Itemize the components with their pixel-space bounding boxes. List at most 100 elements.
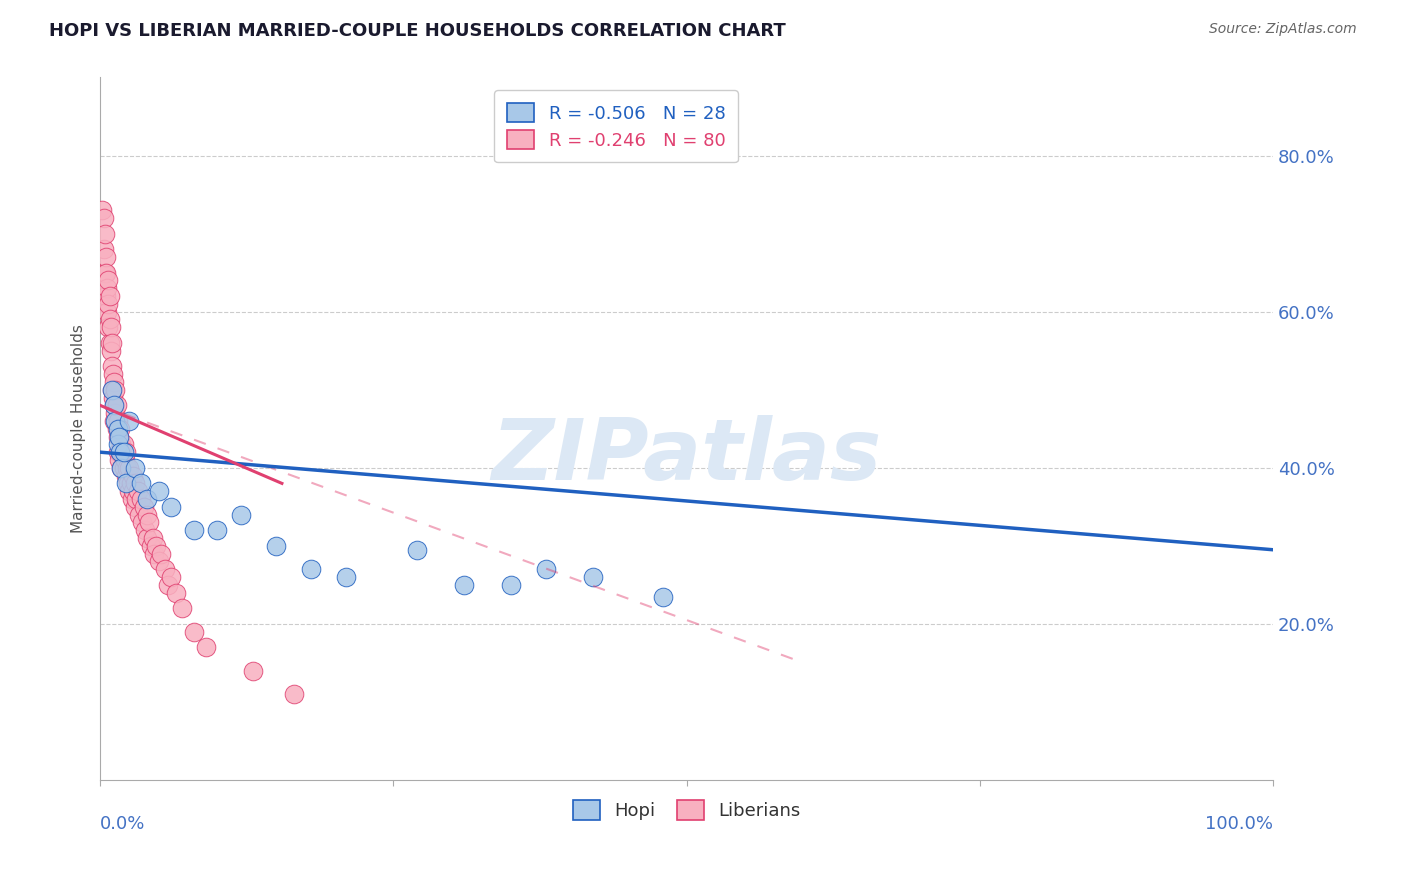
Point: [101, 367, 124, 381]
Point: [136, 531, 159, 545]
Legend: Hopi, Liberians: Hopi, Liberians: [565, 793, 808, 827]
Point: [143, 547, 166, 561]
Point: [104, 406, 127, 420]
Point: [103, 375, 125, 389]
Point: [98, 312, 121, 326]
Point: [93, 211, 115, 225]
Point: [121, 491, 143, 506]
Point: [114, 453, 136, 467]
Point: [97, 297, 120, 311]
Point: [159, 500, 181, 514]
Point: [93, 242, 115, 256]
Point: [103, 398, 125, 412]
Point: [299, 562, 322, 576]
Point: [115, 460, 138, 475]
Point: [153, 562, 176, 576]
Point: [94, 227, 117, 241]
Point: [134, 523, 156, 537]
Point: [132, 500, 155, 514]
Point: [103, 398, 125, 412]
Point: [115, 468, 138, 483]
Point: [183, 624, 205, 639]
Point: [264, 539, 287, 553]
Point: [107, 437, 129, 451]
Point: [138, 516, 160, 530]
Point: [101, 383, 124, 397]
Y-axis label: Married-couple Households: Married-couple Households: [72, 325, 86, 533]
Point: [534, 562, 557, 576]
Point: [115, 476, 138, 491]
Point: [453, 578, 475, 592]
Point: [112, 445, 135, 459]
Point: [104, 414, 127, 428]
Point: [157, 578, 180, 592]
Point: [142, 531, 165, 545]
Point: [242, 664, 264, 678]
Point: [118, 484, 141, 499]
Point: [111, 445, 134, 459]
Point: [125, 491, 148, 506]
Point: [100, 320, 122, 334]
Point: [110, 460, 132, 475]
Point: [129, 476, 152, 491]
Point: [107, 429, 129, 443]
Point: [139, 539, 162, 553]
Point: [148, 484, 170, 499]
Point: [115, 445, 138, 459]
Point: [335, 570, 357, 584]
Text: Source: ZipAtlas.com: Source: ZipAtlas.com: [1209, 22, 1357, 37]
Point: [582, 570, 605, 584]
Point: [101, 335, 124, 350]
Point: [105, 398, 128, 412]
Point: [652, 590, 675, 604]
Point: [136, 491, 159, 506]
Point: [150, 547, 173, 561]
Point: [124, 460, 146, 475]
Point: [194, 640, 217, 655]
Point: [110, 460, 132, 475]
Point: [159, 570, 181, 584]
Point: [94, 289, 117, 303]
Text: ZIPatlas: ZIPatlas: [492, 416, 882, 499]
Point: [128, 508, 150, 522]
Point: [108, 453, 131, 467]
Point: [112, 437, 135, 451]
Text: 100.0%: 100.0%: [1205, 815, 1272, 833]
Point: [122, 484, 145, 499]
Point: [112, 460, 135, 475]
Point: [107, 445, 129, 459]
Point: [101, 383, 124, 397]
Point: [105, 422, 128, 436]
Point: [91, 203, 114, 218]
Point: [97, 273, 120, 287]
Point: [117, 476, 139, 491]
Point: [118, 460, 141, 475]
Point: [229, 508, 252, 522]
Point: [129, 491, 152, 506]
Point: [283, 687, 305, 701]
Point: [108, 445, 131, 459]
Point: [136, 508, 159, 522]
Point: [108, 422, 131, 436]
Point: [94, 266, 117, 280]
Point: [124, 500, 146, 514]
Point: [124, 476, 146, 491]
Point: [405, 542, 427, 557]
Point: [148, 554, 170, 568]
Point: [104, 383, 127, 397]
Point: [120, 476, 142, 491]
Point: [499, 578, 522, 592]
Text: 0.0%: 0.0%: [100, 815, 145, 833]
Point: [145, 539, 167, 553]
Text: HOPI VS LIBERIAN MARRIED-COUPLE HOUSEHOLDS CORRELATION CHART: HOPI VS LIBERIAN MARRIED-COUPLE HOUSEHOL…: [49, 22, 786, 40]
Point: [96, 281, 118, 295]
Point: [172, 601, 194, 615]
Point: [103, 414, 125, 428]
Point: [127, 484, 149, 499]
Point: [108, 445, 131, 459]
Point: [131, 516, 153, 530]
Point: [118, 414, 141, 428]
Point: [122, 468, 145, 483]
Point: [108, 429, 131, 443]
Point: [207, 523, 229, 537]
